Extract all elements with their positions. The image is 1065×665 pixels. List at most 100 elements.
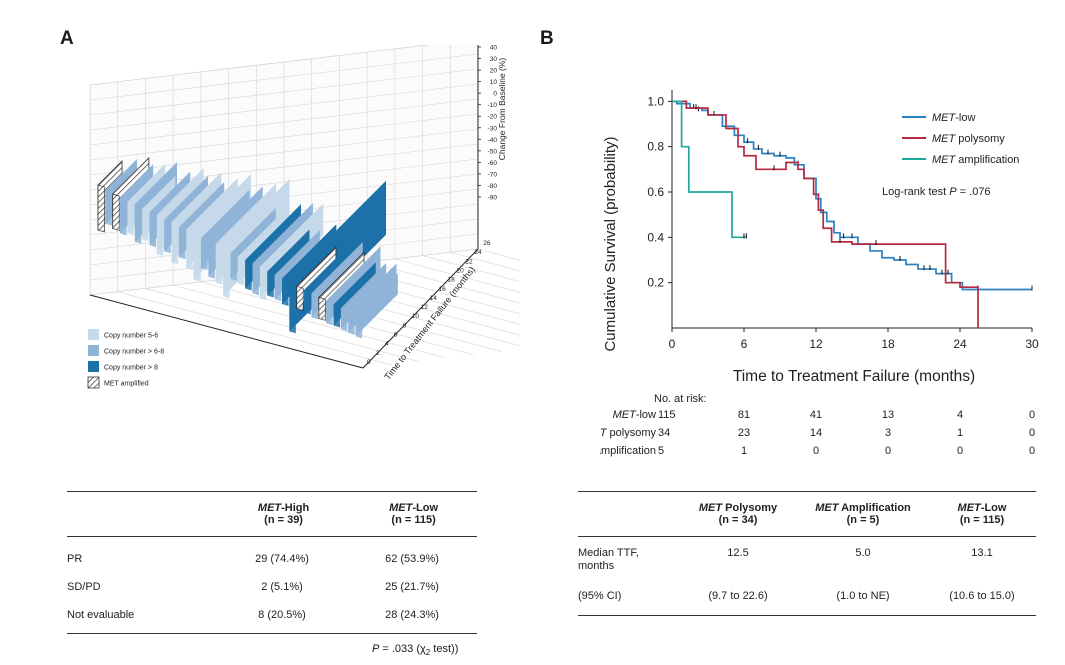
x-tick-label: 26 (483, 240, 491, 247)
waterfall-bars (97, 156, 398, 339)
back-grid-line (89, 113, 479, 161)
cell: 5.0 (855, 547, 871, 559)
waterfall-bar-side (333, 304, 341, 328)
risk-value: 3 (885, 427, 891, 439)
col-met-low-header-b: MET-Low (957, 502, 1007, 514)
z-tick-label: -70 (488, 171, 498, 178)
cell: 8 (20.5%) (258, 609, 306, 621)
risk-row-label: MET-low (613, 409, 656, 421)
km-y-tick-label: 0.2 (647, 276, 664, 290)
front-edge-line (89, 294, 364, 369)
legend-swatch (88, 329, 99, 340)
row-label: Median TTF, months (578, 547, 639, 572)
risk-value: 5 (658, 445, 664, 457)
waterfall-bar-side (186, 229, 193, 271)
waterfall-bar-side (105, 190, 112, 226)
waterfall-bar-side (156, 214, 164, 256)
table-row: PR 29 (74.4%) 62 (53.9%) (67, 545, 477, 573)
cell: (10.6 to 15.0) (949, 590, 1015, 602)
col-met-high-n: (n = 39) (264, 514, 303, 526)
z-tick-label: -60 (488, 160, 498, 167)
risk-value: 13 (882, 409, 894, 421)
cell: 12.5 (727, 547, 749, 559)
waterfall-bar-side (296, 285, 304, 312)
waterfall-bar-side (149, 212, 157, 248)
floor-grid-line (145, 288, 419, 362)
cell: 62 (53.9%) (385, 553, 439, 565)
waterfall-bar-side (134, 204, 142, 244)
risk-value: 81 (738, 409, 750, 421)
median-ttf-table: MET Polysomy (n = 34) MET Amplification … (578, 491, 1036, 616)
risk-value: 0 (813, 445, 819, 457)
risk-value: 0 (1029, 445, 1035, 457)
waterfall-legend: Copy number 5-6 Copy number > 6-8 Copy num… (87, 329, 164, 389)
km-x-axis-label: Time to Treatment Failure (months) (733, 368, 975, 385)
cell: 2 (5.1%) (261, 581, 303, 593)
waterfall-bar-side (223, 245, 230, 299)
risk-value: 1 (741, 445, 747, 457)
logrank-annotation: Log-rank test P = .076 (882, 186, 991, 198)
km-legend-label: MET amplification (932, 154, 1019, 166)
z-tick-label: 20 (490, 68, 498, 75)
waterfall-bar-side (208, 240, 215, 279)
response-table: MET-High (n = 39) MET-Low (n = 115) PR 2… (67, 491, 477, 657)
table-row: Median TTF, months 12.5 5.0 13.1 (578, 547, 1036, 581)
cell: (1.0 to NE) (836, 590, 890, 602)
z-tick-label: -30 (488, 125, 498, 132)
waterfall-bar-side (127, 201, 134, 236)
km-curve (672, 100, 1032, 291)
cell: 13.1 (971, 547, 993, 559)
waterfall-bar-side (282, 278, 289, 307)
risk-value: 14 (810, 427, 822, 439)
col-met-low-n: (n = 115) (391, 514, 436, 526)
waterfall-chart: 403020100-10-20-30-40-50-60-70-80-90Chan… (87, 45, 520, 389)
waterfall-bar-side (311, 293, 318, 320)
waterfall-bar-side (355, 315, 363, 339)
floor-grid-line (173, 284, 447, 359)
km-y-tick-label: 1.0 (647, 94, 664, 108)
floor-grid-line (450, 251, 520, 272)
km-legend-label: MET-low (932, 112, 975, 124)
waterfall-bar-side (171, 221, 179, 265)
cell: 29 (74.4%) (255, 553, 309, 565)
waterfall-bar (355, 273, 398, 337)
back-grid-line (89, 98, 479, 146)
table-row: SD/PD 2 (5.1%) 25 (21.7%) (67, 573, 477, 601)
waterfall-bar-side (252, 263, 260, 296)
z-tick-label: -80 (488, 183, 498, 190)
risk-value: 4 (957, 409, 963, 421)
waterfall-bar-side (112, 193, 120, 232)
back-grid-line (89, 83, 479, 131)
z-tick-label: 40 (490, 45, 498, 52)
col-amplification-header: MET Amplification (815, 502, 911, 514)
legend-swatch (88, 345, 99, 356)
col-met-low-n-b: (n = 115) (959, 514, 1005, 526)
km-x-tick-label: 6 (741, 337, 748, 351)
row-label: SD/PD (67, 581, 101, 593)
z-tick-label: -10 (488, 102, 498, 109)
row-label: (95% CI) (578, 590, 622, 602)
floor-grid-line (367, 261, 520, 304)
risk-value: 23 (738, 427, 750, 439)
waterfall-bar-side (274, 275, 282, 302)
x-tick-label: 18 (448, 277, 456, 284)
legend-label: Copy number > 6-8 (104, 349, 164, 356)
col-met-low-header: MET-Low (389, 502, 439, 514)
km-curve (672, 100, 747, 239)
km-curve (672, 100, 979, 328)
waterfall-bar-side (215, 243, 223, 285)
floor-grid-line (117, 291, 391, 366)
km-legend-label: MET polysomy (932, 133, 1005, 145)
risk-row-label: MET amplification (600, 445, 656, 457)
x-tick-label: 16 (439, 286, 447, 293)
row-label: Not evaluable (67, 609, 135, 621)
risk-value: 0 (1029, 427, 1035, 439)
waterfall-bar-side (230, 253, 237, 281)
x-tick-label: 4 (385, 341, 389, 348)
z-tick-label: 10 (490, 79, 498, 86)
table-row: (95% CI) (9.7 to 22.6) (1.0 to NE) (10.6… (578, 581, 1036, 611)
km-x-tick-label: 12 (809, 337, 823, 351)
waterfall-bar-side (326, 300, 333, 326)
